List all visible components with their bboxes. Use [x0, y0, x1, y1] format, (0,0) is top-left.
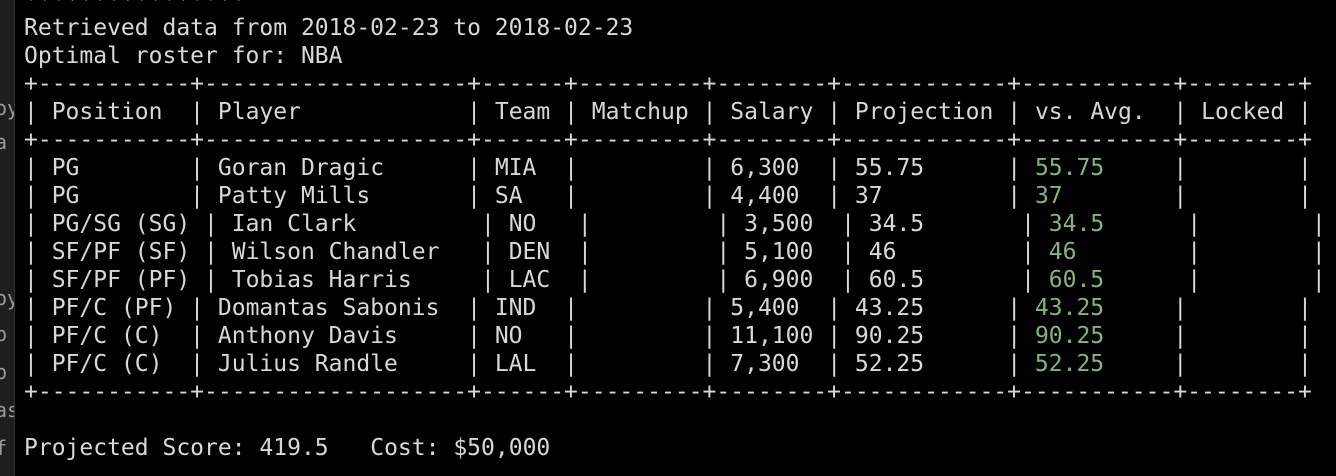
cell-projection: 90.25: [854, 323, 925, 349]
table-row: | PG | Goran Dragic | MIA | | 6,300 | 55…: [24, 155, 1312, 181]
cell-projection: 34.5: [868, 211, 925, 237]
column-header-projection: Projection: [854, 99, 994, 125]
retrieved-line: Retrieved data from 2018-02-23 to 2018-0…: [24, 15, 634, 41]
roster-for-line: Optimal roster for: NBA: [24, 43, 343, 69]
left-strip-text: p: [0, 360, 7, 384]
cell-team: IND: [494, 295, 537, 321]
cost-label: Cost:: [370, 435, 440, 461]
cell-projection: 52.25: [854, 351, 925, 377]
cell-salary: 11,100: [730, 323, 814, 349]
cell-projection: 60.5: [868, 267, 925, 293]
column-header-salary: Salary: [730, 99, 814, 125]
table-row: | PF/C (C) | Anthony Davis | NO | | 11,1…: [24, 323, 1312, 349]
column-header-vs-avg: vs. Avg.: [1034, 99, 1146, 125]
cost-value: $50,000: [453, 435, 551, 461]
cell-salary: 5,100: [744, 239, 814, 265]
score-label: Projected Score:: [24, 435, 246, 461]
roster-table: +-----------+-------------------+------+…: [24, 70, 1326, 406]
cell-vs-avg: 34.5: [1048, 211, 1105, 237]
cell-projection: 37: [854, 183, 883, 209]
cell-vs-avg: 43.25: [1034, 295, 1105, 321]
cell-projection: 55.75: [854, 155, 925, 181]
table-top-border: +-----------+-------------------+------+…: [24, 71, 1312, 97]
cell-position: PG: [51, 155, 80, 181]
cell-vs-avg: 90.25: [1034, 323, 1105, 349]
cell-team: NO: [508, 211, 537, 237]
table-body: | PG | Goran Dragic | MIA | | 6,300 | 55…: [24, 154, 1326, 378]
table-row: | SF/PF (PF) | Tobias Harris | LAC | | 6…: [24, 267, 1326, 293]
cell-player: Anthony Davis: [217, 323, 398, 349]
cell-vs-avg: 37: [1034, 183, 1063, 209]
cell-position: PF/C (PF): [51, 295, 177, 321]
column-header-team: Team: [494, 99, 551, 125]
stars-line: ****************: [24, 0, 246, 13]
score-value: 419.5: [259, 435, 329, 461]
table-header-row: | Position | Player | Team | Matchup | S…: [24, 99, 1312, 125]
cell-team: MIA: [494, 155, 537, 181]
cell-salary: 5,400: [730, 295, 800, 321]
table-row: | PG/SG (SG) | Ian Clark | NO | | 3,500 …: [24, 211, 1326, 237]
cell-team: DEN: [508, 239, 551, 265]
cell-player: Ian Clark: [231, 211, 357, 237]
cell-salary: 3,500: [744, 211, 814, 237]
left-strip-text: f: [0, 436, 7, 460]
left-strip-text: p: [0, 322, 7, 346]
cell-team: LAL: [494, 351, 537, 377]
table-row: | PF/C (PF) | Domantas Sabonis | IND | |…: [24, 295, 1312, 321]
cell-team: LAC: [508, 267, 551, 293]
cell-vs-avg: 55.75: [1034, 155, 1105, 181]
column-header-player: Player: [217, 99, 301, 125]
cell-salary: 7,300: [730, 351, 800, 377]
cell-salary: 6,900: [744, 267, 814, 293]
cell-vs-avg: 52.25: [1034, 351, 1105, 377]
cell-team: SA: [494, 183, 523, 209]
left-strip-text: as: [0, 398, 14, 422]
cell-position: SF/PF (PF): [51, 267, 191, 293]
table-row: | PG | Patty Mills | SA | | 4,400 | 37 |…: [24, 183, 1312, 209]
cell-player: Goran Dragic: [217, 155, 385, 181]
left-window-edge: oy a oy pp as f: [0, 0, 15, 476]
table-row: | PF/C (C) | Julius Randle | LAL | | 7,3…: [24, 351, 1312, 377]
column-header-position: Position: [51, 99, 163, 125]
left-strip-text: oy: [0, 96, 14, 120]
cell-position: PG: [51, 183, 80, 209]
table-row: | SF/PF (SF) | Wilson Chandler | DEN | |…: [24, 239, 1326, 265]
score-line: Projected Score: 419.5 Cost: $50,000: [24, 434, 1324, 462]
cell-position: SF/PF (SF): [51, 239, 191, 265]
cell-player: Patty Mills: [217, 183, 371, 209]
cell-salary: 6,300: [730, 155, 800, 181]
cell-position: PG/SG (SG): [51, 211, 191, 237]
cell-team: NO: [494, 323, 523, 349]
table-header-border: +-----------+-------------------+------+…: [24, 127, 1312, 153]
column-header-locked: Locked: [1201, 99, 1285, 125]
cell-player: Domantas Sabonis: [217, 295, 440, 321]
cell-player: Julius Randle: [217, 351, 398, 377]
table-bottom-border: +-----------+-------------------+------+…: [24, 379, 1312, 405]
cell-player: Tobias Harris: [231, 267, 412, 293]
cell-position: PF/C (C): [51, 323, 163, 349]
cell-projection: 46: [868, 239, 897, 265]
cell-salary: 4,400: [730, 183, 800, 209]
cell-vs-avg: 46: [1048, 239, 1077, 265]
left-strip-text: oy: [0, 286, 14, 310]
cell-vs-avg: 60.5: [1048, 267, 1105, 293]
cell-projection: 43.25: [854, 295, 925, 321]
cell-player: Wilson Chandler: [231, 239, 440, 265]
column-header-matchup: Matchup: [591, 99, 689, 125]
cell-position: PF/C (C): [51, 351, 163, 377]
left-strip-text: a: [0, 130, 7, 154]
terminal-output: **************** Retrieved data from 201…: [24, 0, 1326, 462]
